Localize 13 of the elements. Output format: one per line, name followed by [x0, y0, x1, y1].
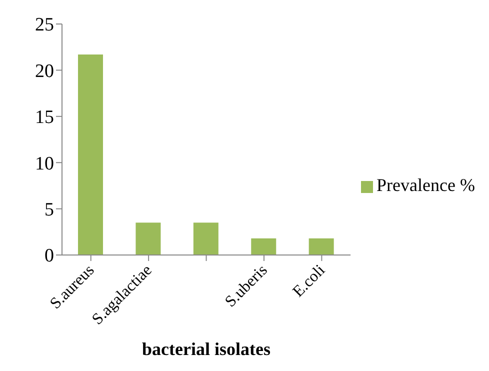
- bar: [308, 238, 334, 255]
- y-tick-label: 0: [44, 246, 54, 267]
- x-axis-title: bacterial isolates: [142, 339, 271, 359]
- y-tick-label: 25: [35, 14, 54, 36]
- y-tick-label: 15: [35, 107, 54, 128]
- bar: [193, 222, 218, 255]
- y-tick-label: 10: [35, 153, 54, 174]
- legend-label: Prevalence %: [376, 175, 475, 195]
- y-tick-label: 5: [44, 200, 54, 221]
- y-tick-label: 20: [35, 60, 54, 82]
- bar: [251, 238, 276, 255]
- bar: [136, 222, 161, 255]
- bar: [78, 54, 103, 255]
